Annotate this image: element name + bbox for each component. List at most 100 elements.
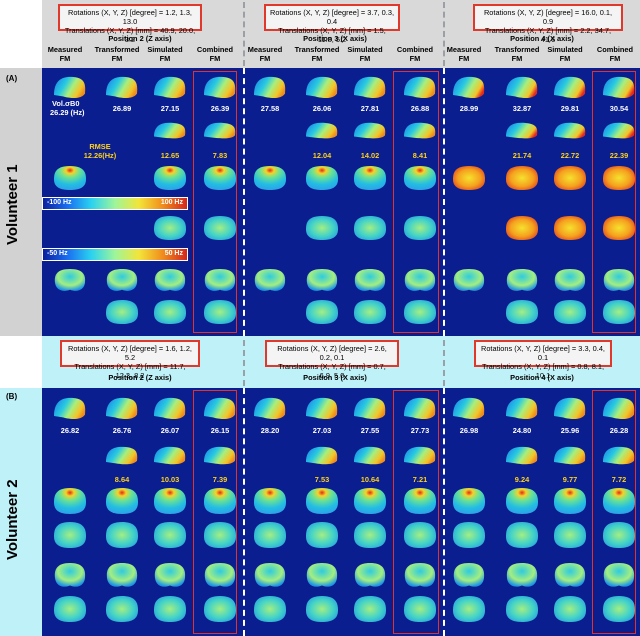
rmse-value: 7.83 <box>212 151 228 160</box>
volunteer2-fieldmap-panel <box>42 388 640 636</box>
volunteer2-sidebar <box>0 388 42 636</box>
fieldmap-bottom-image <box>554 563 586 587</box>
v1-pos2-combined-box <box>193 71 237 333</box>
fieldmap-bottom-image <box>603 269 635 291</box>
volb0-value: 26.89 <box>112 104 132 113</box>
rotations-text: Rotations (X, Y, Z) [degree] = 1.2, 1.3,… <box>67 8 192 26</box>
column-header-measured: Measured FM <box>446 45 482 63</box>
v2-pos4-combined-box <box>592 390 636 634</box>
v2-pos4-motion-box: Rotations (X, Y, Z) [degree] = 3.3, 0.4,… <box>474 340 612 380</box>
fieldmap-top-image <box>54 166 86 190</box>
colorbar-min: -100 Hz <box>47 199 72 206</box>
fieldmap-sagittal-image <box>154 397 186 420</box>
fieldmap-round-image <box>404 596 436 622</box>
fieldmap-top-image <box>204 488 236 514</box>
fieldmap-top-image <box>254 166 286 190</box>
fieldmap-hot-image <box>506 216 538 240</box>
fieldmap-bottom-image <box>254 563 286 587</box>
fieldmap-top-image <box>453 488 485 514</box>
colorbar-100hz: -100 Hz 100 Hz <box>42 197 188 210</box>
volb0-value: 27.03 <box>312 426 332 435</box>
translations-text: Translations (X, Y, Z) [mm] = 0.7, 6.9, … <box>278 362 386 380</box>
volb0-value: 29.81 <box>560 104 580 113</box>
volb0-value: 25.96 <box>560 426 580 435</box>
fieldmap-sagittal-image <box>204 446 236 465</box>
translations-text: Translations (X, Y, Z) [mm] = 40.9, 20.0… <box>64 26 196 44</box>
volb0-value: 27.55 <box>360 426 380 435</box>
fieldmap-top-image <box>204 166 236 190</box>
fieldmap-round-image <box>506 596 538 622</box>
fieldmap-sagittal-image <box>554 397 586 420</box>
fieldmap-top-image <box>354 166 386 190</box>
colorbar-max: 50 Hz <box>164 250 183 257</box>
volb0-value: 26.06 <box>312 104 332 113</box>
translations-text: Translations (X, Y, Z) [mm] = 0.8, 8.1, … <box>481 362 605 380</box>
fieldmap-round-image <box>453 522 485 548</box>
fieldmap-sagittal-image <box>603 122 635 139</box>
fieldmap-top-image <box>254 488 286 514</box>
v1-pos2-motion-box: Rotations (X, Y, Z) [degree] = 1.2, 1.3,… <box>58 4 202 44</box>
fieldmap-sagittal-image <box>154 122 186 139</box>
rmse-value: 7.21 <box>412 475 428 484</box>
fieldmap-round-image <box>554 300 586 324</box>
fieldmap-top-image <box>603 488 635 514</box>
rmse-value: 10.64 <box>360 475 380 484</box>
volb0-value: 26.76 <box>112 426 132 435</box>
separator-header2-2 <box>443 340 445 386</box>
fieldmap-sagittal-image <box>506 397 538 420</box>
fieldmap-hot-image <box>554 166 586 190</box>
v2-pos4-title: Position 4 (X axis) <box>510 373 574 382</box>
fieldmap-sagittal-image <box>306 122 338 139</box>
fieldmap-round-image <box>354 300 386 324</box>
separator-v1-1 <box>243 68 245 336</box>
fieldmap-round-image <box>154 216 186 240</box>
v1-pos3-title: Position 3 (X axis) <box>303 34 367 43</box>
rotations-text: Rotations (X, Y, Z) [degree] = 2.6, 0.2,… <box>277 344 387 362</box>
fieldmap-bottom-image <box>453 269 485 291</box>
fieldmap-sagittal-image <box>354 446 386 465</box>
fieldmap-round-image <box>506 522 538 548</box>
column-header-combined: Combined FM <box>396 45 434 63</box>
fieldmap-round-image <box>354 596 386 622</box>
fieldmap-sagittal-image <box>354 76 386 99</box>
fieldmap-hot-image <box>506 166 538 190</box>
fieldmap-bottom-image <box>154 269 186 291</box>
fieldmap-sagittal-image <box>154 76 186 99</box>
column-header-combined: Combined FM <box>196 45 234 63</box>
fieldmap-sagittal-image <box>506 446 538 465</box>
rmse-value: 9.77 <box>562 475 578 484</box>
fieldmap-sagittal-image <box>404 76 436 99</box>
v2-pos3-motion-box: Rotations (X, Y, Z) [degree] = 2.6, 0.2,… <box>265 340 399 380</box>
fieldmap-round-image <box>154 596 186 622</box>
rmse-value: 14.02 <box>360 151 380 160</box>
fieldmap-round-image <box>554 522 586 548</box>
fieldmap-round-image <box>354 522 386 548</box>
volunteer2-title: Volunteer 2 <box>4 479 21 561</box>
separator-header2-1 <box>243 340 245 386</box>
v1-pos2-title: Position 2 (Z axis) <box>108 34 172 43</box>
volb0-label: Vol.σB0 <box>52 99 80 108</box>
fieldmap-top-image <box>154 166 186 190</box>
volb0-value: 26.88 <box>410 104 430 113</box>
fieldmap-bottom-image <box>204 269 236 291</box>
rmse-value: 12.65 <box>160 151 180 160</box>
fieldmap-bottom-image <box>204 563 236 587</box>
fieldmap-round-image <box>306 522 338 548</box>
separator-v2-2 <box>443 388 445 636</box>
fieldmap-bottom-image <box>106 563 138 587</box>
fieldmap-round-image <box>204 216 236 240</box>
rmse-value: 8.41 <box>412 151 428 160</box>
column-header-measured: Measured FM <box>247 45 283 63</box>
volb0-value: 32.87 <box>512 104 532 113</box>
fieldmap-sagittal-image <box>404 446 436 465</box>
fieldmap-round-image <box>54 596 86 622</box>
translations-text: Translations (X, Y, Z) [mm] = 2.2, 34.7,… <box>484 26 612 44</box>
fieldmap-round-image <box>306 300 338 324</box>
column-header-simulated: Simulated FM <box>547 45 583 63</box>
fieldmap-round-image <box>204 522 236 548</box>
fieldmap-bottom-image <box>554 269 586 291</box>
fieldmap-top-image <box>106 488 138 514</box>
section-label-b: (B) <box>6 392 18 401</box>
fieldmap-sagittal-image <box>506 122 538 139</box>
fieldmap-top-image <box>554 488 586 514</box>
